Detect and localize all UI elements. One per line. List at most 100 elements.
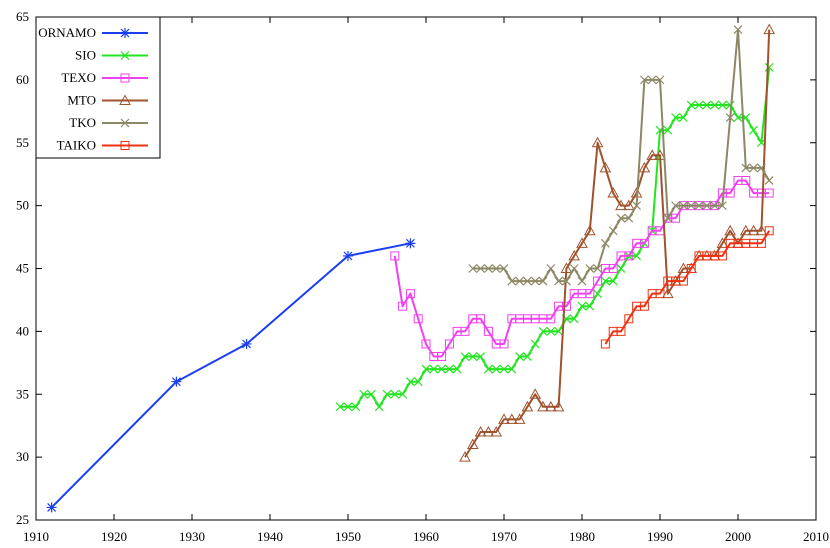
data-point [482, 425, 495, 437]
data-point [561, 301, 571, 311]
data-point [756, 163, 766, 173]
legend: ORNAMO SIO TEXO MTO TKO TAIKO [35, 16, 161, 159]
x-tick-label: 1970 [491, 529, 517, 544]
data-point [663, 125, 673, 135]
data-point [749, 125, 759, 135]
data-point [671, 213, 681, 223]
data-point [764, 62, 774, 72]
x-tick-label: 2000 [725, 529, 751, 544]
data-point [507, 276, 517, 286]
data-point [764, 188, 774, 198]
data-point [546, 314, 556, 324]
data-point [537, 400, 549, 412]
legend-label: TEXO [61, 70, 96, 85]
data-point [468, 352, 478, 361]
data-point [654, 149, 666, 160]
y-tick-label: 35 [16, 386, 29, 401]
series-sio [335, 62, 774, 412]
y-tick-label: 25 [16, 512, 29, 527]
data-point [343, 250, 353, 261]
data-point [474, 425, 487, 437]
data-point [507, 364, 517, 374]
x-tick-label: 1910 [23, 529, 49, 544]
data-point [585, 289, 595, 299]
data-point [499, 364, 509, 374]
data-point [530, 339, 540, 349]
data-point [398, 389, 408, 399]
legend-label: TKO [69, 115, 96, 130]
data-point [600, 238, 610, 248]
data-point [460, 352, 470, 361]
data-point [460, 326, 470, 336]
data-point [468, 264, 478, 273]
data-point [710, 100, 720, 110]
data-point [764, 176, 774, 185]
data-point [600, 339, 610, 349]
data-point [632, 201, 642, 211]
data-point [382, 389, 392, 399]
data-point [585, 264, 595, 273]
data-point [413, 314, 423, 324]
data-point [444, 339, 454, 349]
data-point [702, 100, 712, 110]
data-point [437, 364, 447, 374]
data-point [483, 364, 493, 374]
data-point [599, 161, 612, 173]
data-point [444, 364, 454, 374]
data-point [747, 224, 760, 236]
data-point [576, 237, 588, 248]
y-tick-label: 30 [16, 449, 29, 464]
data-point [632, 251, 642, 261]
series-layer [46, 23, 776, 513]
data-point [661, 287, 674, 299]
data-point [120, 51, 130, 60]
data-point [351, 402, 361, 412]
axis-ticks: 1910 1920 1930 1940 1950 1960 1970 1980 1990 2000… [16, 9, 829, 544]
data-point [560, 262, 573, 273]
data-point [335, 402, 345, 412]
x-tick-label: 2010 [803, 529, 829, 544]
data-point [616, 213, 626, 223]
data-point [725, 113, 735, 123]
data-point [413, 377, 423, 387]
data-point [591, 136, 604, 148]
data-point [741, 163, 751, 173]
data-point [724, 224, 737, 236]
data-point [499, 264, 509, 273]
data-point [583, 224, 596, 236]
data-point [120, 118, 130, 128]
data-point [639, 75, 649, 85]
y-tick-label: 50 [16, 198, 29, 213]
data-point [671, 113, 681, 123]
data-point [405, 289, 415, 299]
data-point [429, 364, 439, 374]
data-point [616, 326, 626, 336]
data-point [529, 388, 542, 399]
data-point [491, 364, 501, 374]
data-point [755, 224, 768, 236]
data-point [366, 389, 376, 399]
data-point [608, 226, 618, 236]
data-point [398, 301, 408, 311]
data-point [421, 339, 431, 349]
y-tick-label: 45 [16, 261, 29, 276]
data-point [639, 238, 649, 248]
data-point [569, 264, 579, 273]
series-ornamo [46, 238, 416, 513]
data-point [677, 262, 690, 273]
data-point [686, 201, 696, 211]
x-tick-label: 1950 [335, 529, 361, 544]
data-point [600, 276, 610, 286]
data-point [646, 149, 659, 160]
data-point [647, 75, 657, 85]
data-point [405, 377, 415, 387]
data-point [593, 264, 603, 273]
data-point [756, 238, 766, 248]
series-line [50, 242, 411, 509]
data-point [593, 289, 603, 299]
data-point [452, 364, 462, 374]
data-point [725, 188, 735, 198]
series-taiko [600, 226, 774, 349]
data-point [343, 402, 353, 412]
data-point [530, 276, 540, 286]
